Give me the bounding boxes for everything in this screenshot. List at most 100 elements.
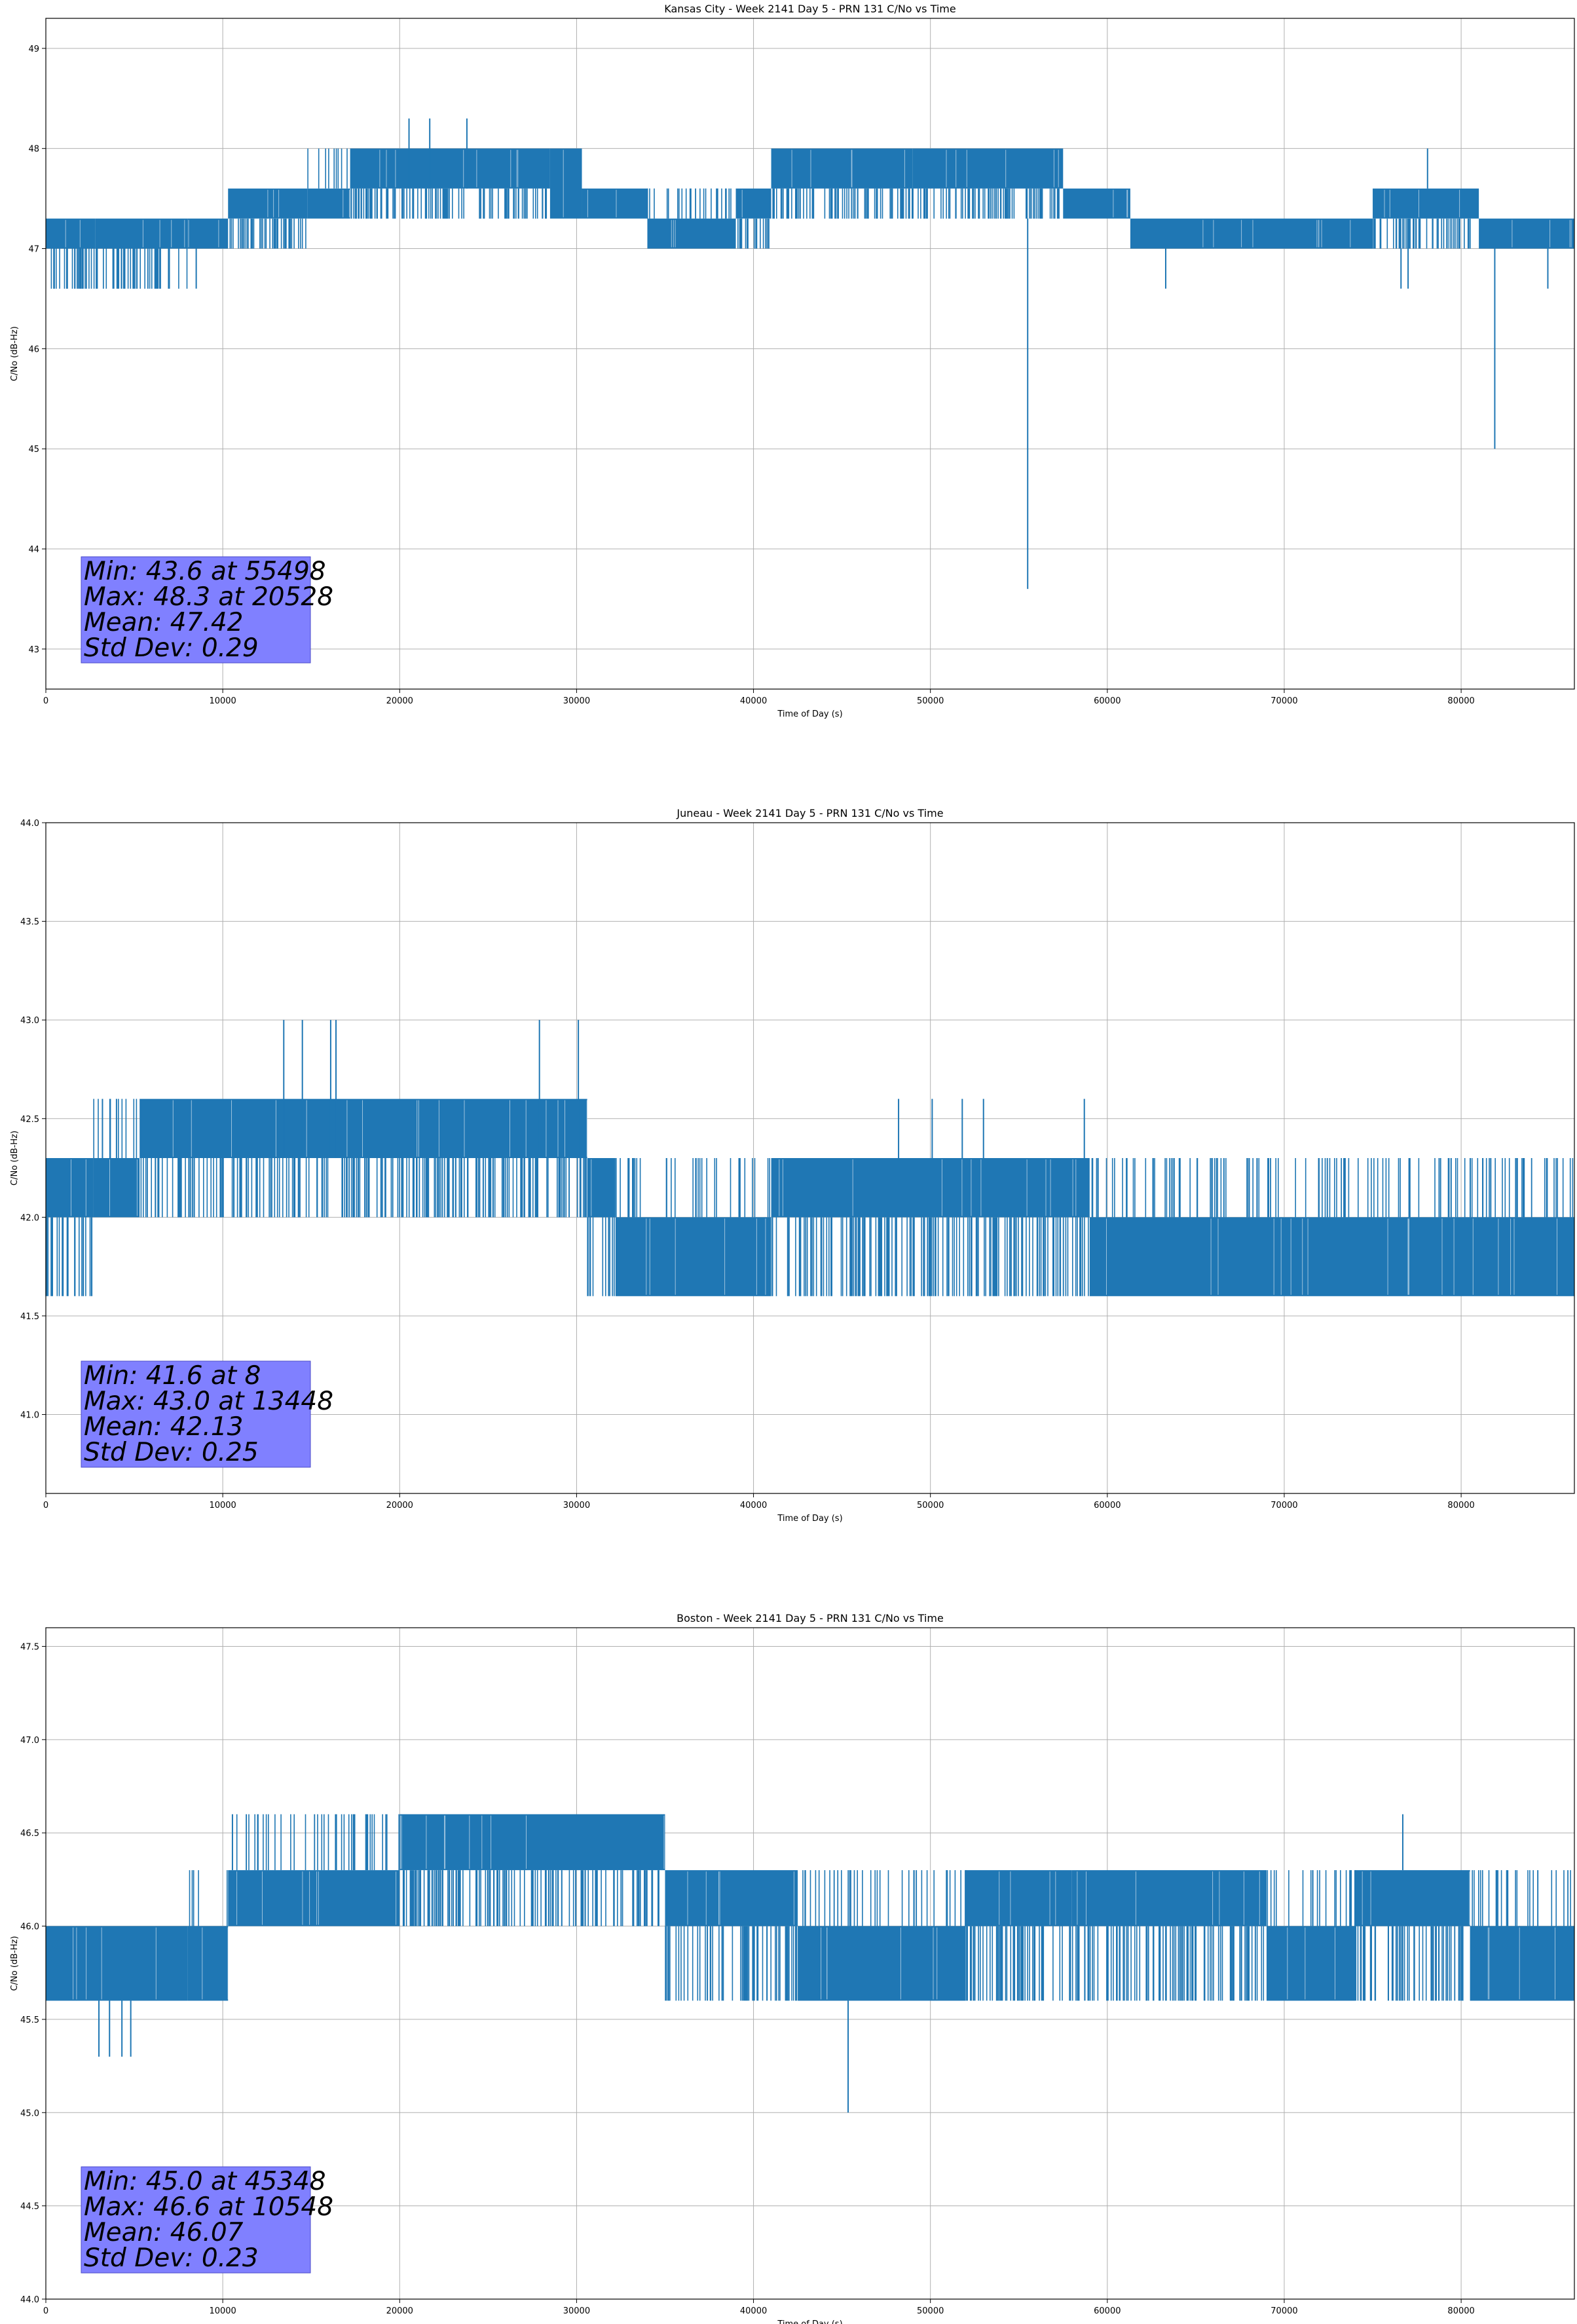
x-tick-label: 70000 [1271, 696, 1297, 706]
data-band [1470, 1926, 1574, 2001]
data-band [187, 1926, 229, 2001]
data-excursions [236, 1814, 399, 1871]
y-tick-label: 48 [28, 145, 39, 155]
data-band [912, 148, 1064, 189]
data-band [549, 148, 582, 219]
data-band [1089, 1217, 1574, 1296]
data-excursions [229, 218, 306, 249]
data-band [1355, 1870, 1470, 1926]
data-band [307, 188, 350, 219]
x-tick-label: 80000 [1447, 2306, 1474, 2316]
data-gaps [343, 189, 350, 217]
data-excursions [616, 1158, 770, 1218]
data-excursions [350, 188, 547, 219]
y-tick-label: 49 [28, 45, 39, 54]
x-tick-label: 30000 [563, 2306, 590, 2316]
data-excursions [1373, 218, 1471, 249]
x-tick-label: 10000 [209, 696, 236, 706]
x-tick-label: 40000 [740, 1501, 767, 1510]
x-tick-label: 70000 [1271, 1501, 1297, 1510]
data-gaps [946, 149, 1059, 187]
stats-line: Max: 46.6 at 10548 [84, 2192, 333, 2222]
data-gaps [1512, 219, 1572, 248]
chart-title: Boston - Week 2141 Day 5 - PRN 131 C/No … [677, 1612, 944, 1624]
x-tick-label: 30000 [563, 1501, 590, 1510]
stats-line: Max: 43.0 at 13448 [84, 1387, 333, 1416]
x-axis-label: Time of Day (s) [777, 2319, 842, 2324]
stats-line: Min: 43.6 at 55498 [84, 557, 326, 586]
y-tick-label: 43.5 [20, 918, 39, 928]
y-tick-label: 47 [28, 245, 39, 255]
data-excursions [912, 188, 1060, 219]
data-gaps [109, 1159, 138, 1216]
series-cno [46, 118, 1574, 590]
data-gaps [587, 189, 617, 217]
y-tick-label: 42.0 [20, 1213, 39, 1223]
stats-line: Max: 48.3 at 20528 [84, 582, 333, 612]
data-excursions [587, 1217, 615, 1296]
x-tick-label: 0 [43, 2306, 48, 2316]
data-band [771, 1158, 1090, 1218]
axes-frame [45, 822, 1575, 1494]
y-tick-label: 46.0 [20, 1922, 39, 1932]
x-tick-label: 80000 [1447, 696, 1474, 706]
data-band [139, 1098, 587, 1158]
data-excursions [45, 1217, 93, 1296]
y-tick-label: 45.5 [20, 2015, 39, 2025]
y-tick-label: 41.5 [20, 1312, 39, 1322]
data-band [665, 1870, 798, 1926]
data-band [771, 148, 913, 189]
x-tick-label: 30000 [563, 696, 590, 706]
y-tick-label: 45.0 [20, 2108, 39, 2118]
data-band [1071, 1870, 1267, 1926]
stats-line: Std Dev: 0.29 [84, 633, 259, 663]
x-tick-label: 20000 [386, 2306, 413, 2316]
data-gaps [73, 1927, 157, 2000]
data-band [735, 188, 771, 219]
stats-line: Mean: 47.42 [84, 608, 243, 637]
y-tick-label: 46.5 [20, 1829, 39, 1839]
x-tick-label: 60000 [1094, 696, 1121, 706]
data-gaps [71, 1159, 86, 1216]
data-band [587, 1158, 616, 1218]
data-gaps [1077, 1871, 1260, 1925]
data-band [1266, 1926, 1356, 2001]
data-band [228, 1870, 400, 1926]
y-tick-label: 44.0 [20, 819, 39, 829]
data-excursions [772, 188, 913, 219]
data-excursions [307, 148, 348, 189]
data-gaps [1287, 1927, 1335, 2000]
data-excursions [50, 248, 95, 289]
data-gaps [671, 219, 676, 248]
chart-title: Kansas City - Week 2141 Day 5 - PRN 131 … [664, 3, 955, 15]
chart-title: Juneau - Week 2141 Day 5 - PRN 131 C/No … [676, 807, 943, 819]
data-excursions [665, 1926, 798, 2001]
data-gaps [236, 1871, 397, 1925]
data-excursions [1091, 1158, 1574, 1218]
x-tick-label: 40000 [740, 696, 767, 706]
data-excursions [1267, 1870, 1356, 1926]
y-tick-label: 46 [28, 345, 39, 354]
data-gaps [1202, 219, 1351, 248]
stats-line: Min: 41.6 at 8 [84, 1361, 261, 1391]
y-tick-label: 41.0 [20, 1411, 39, 1421]
data-gaps [791, 149, 905, 187]
data-band [647, 218, 736, 249]
y-tick-label: 42.5 [20, 1115, 39, 1125]
data-gaps [1487, 1927, 1555, 2000]
data-band [46, 218, 96, 249]
data-band [1373, 188, 1479, 219]
chart-panel-0: 0 10000 20000 30000 40000 50000 60000 70000 8000… [10, 3, 1575, 719]
data-gaps [646, 1218, 766, 1295]
axes-frame [45, 1627, 1575, 2300]
data-gaps [821, 1927, 938, 2000]
data-band [350, 148, 550, 189]
data-gaps [142, 219, 185, 248]
data-excursions [402, 1870, 659, 1926]
axes-frame [45, 18, 1575, 690]
data-gaps [267, 189, 280, 217]
data-gaps [1362, 1871, 1470, 1925]
x-tick-label: 10000 [209, 2306, 236, 2316]
data-gaps [779, 1159, 1077, 1216]
data-band [187, 218, 229, 249]
